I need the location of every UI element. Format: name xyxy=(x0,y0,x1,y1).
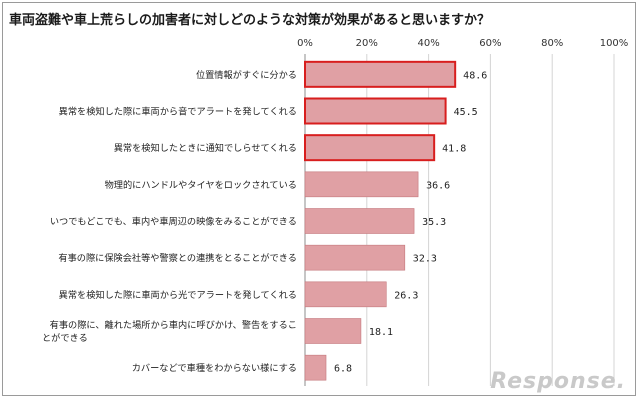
category-label: 有事の際に、離れた場所から車内に呼びかけ、警告をするこ xyxy=(50,319,297,331)
x-tick-label: 60% xyxy=(479,38,501,49)
x-tick-label: 100% xyxy=(600,38,629,49)
category-label: 異常を検知した際に車両から音でアラートを発してくれる xyxy=(59,106,297,118)
value-label: 36.6 xyxy=(426,180,450,191)
value-label: 26.3 xyxy=(394,290,418,301)
response-logo: Response. xyxy=(490,369,626,394)
bar xyxy=(304,208,415,234)
category-label: カバーなどで車種をわからない様にする xyxy=(132,362,297,374)
bar xyxy=(304,97,447,125)
category-label: 物理的にハンドルやタイヤをロックされている xyxy=(105,179,297,191)
value-label: 35.3 xyxy=(422,217,446,228)
category-label: 位置情報がすぐに分かる xyxy=(196,69,297,81)
x-tick-label: 80% xyxy=(541,38,563,49)
category-label: とができる xyxy=(42,332,88,344)
value-label: 18.1 xyxy=(369,327,393,338)
bar xyxy=(304,244,406,271)
chart-frame xyxy=(2,2,636,396)
value-label: 6.8 xyxy=(334,364,352,375)
x-tick-label: 40% xyxy=(417,38,439,49)
category-label: 異常を検知したときに通知でしらせてくれる xyxy=(114,142,297,154)
bar xyxy=(304,318,362,344)
value-label: 48.6 xyxy=(463,70,487,81)
bar xyxy=(304,60,457,88)
value-label: 45.5 xyxy=(454,107,478,118)
bar xyxy=(304,354,327,381)
x-tick-label: 20% xyxy=(356,38,378,49)
bar xyxy=(304,171,419,198)
bar xyxy=(304,281,387,308)
category-label: いつでもどこでも、車内や車周辺の映像をみることができる xyxy=(50,216,297,228)
x-tick-label: 0% xyxy=(297,38,313,49)
bar xyxy=(304,134,436,162)
category-label: 異常を検知した際に車両から光でアラートを発してくれる xyxy=(59,289,297,301)
category-label: 有事の際に保険会社等や警察との連携をとることができる xyxy=(58,252,297,264)
chart-title: 車両盗難や車上荒らしの加害者に対しどのような対策が効果があると思いますか？ xyxy=(9,13,491,28)
value-label: 32.3 xyxy=(413,254,437,265)
value-label: 41.8 xyxy=(442,144,466,155)
